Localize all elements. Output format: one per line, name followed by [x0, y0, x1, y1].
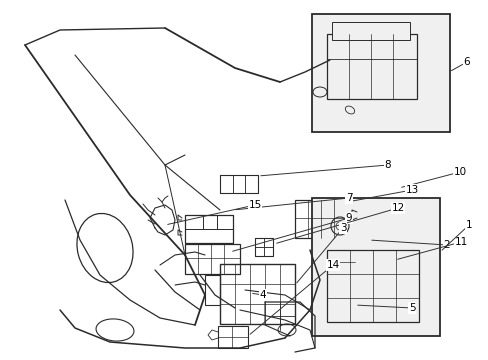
- Bar: [294, 200, 346, 238]
- Bar: [184, 215, 203, 229]
- Bar: [254, 238, 272, 256]
- Text: 6: 6: [463, 57, 469, 67]
- Bar: [337, 254, 354, 270]
- Text: 13: 13: [405, 185, 418, 195]
- Bar: [220, 175, 232, 193]
- Text: 7: 7: [345, 193, 351, 203]
- Text: 5: 5: [408, 303, 414, 313]
- Bar: [184, 244, 240, 274]
- Bar: [184, 215, 232, 243]
- Text: 4: 4: [259, 290, 266, 300]
- Text: 14: 14: [325, 260, 339, 270]
- Text: 8: 8: [384, 160, 390, 170]
- Bar: [357, 208, 399, 243]
- Text: 10: 10: [452, 167, 466, 177]
- Text: 3: 3: [339, 223, 346, 233]
- Text: 2: 2: [443, 240, 449, 250]
- Bar: [354, 264, 394, 278]
- Bar: [357, 208, 377, 224]
- Bar: [311, 198, 439, 336]
- Bar: [264, 247, 272, 256]
- Bar: [217, 215, 232, 229]
- Bar: [244, 175, 258, 193]
- Bar: [326, 34, 416, 99]
- Bar: [220, 264, 294, 324]
- Text: 9: 9: [345, 213, 351, 223]
- Bar: [264, 238, 272, 247]
- Bar: [232, 175, 244, 193]
- Bar: [326, 250, 418, 322]
- Bar: [203, 215, 217, 229]
- Bar: [377, 208, 399, 224]
- Bar: [184, 229, 232, 243]
- Bar: [254, 238, 264, 247]
- Bar: [204, 275, 220, 305]
- Text: 12: 12: [390, 203, 404, 213]
- Bar: [331, 22, 409, 40]
- Bar: [220, 175, 258, 193]
- Bar: [366, 250, 380, 278]
- Text: 15: 15: [248, 200, 261, 210]
- Bar: [218, 326, 247, 348]
- Bar: [254, 247, 264, 256]
- Bar: [311, 14, 449, 132]
- Text: 1: 1: [465, 220, 471, 230]
- Text: 11: 11: [453, 237, 467, 247]
- Bar: [357, 224, 399, 243]
- Bar: [354, 250, 394, 278]
- Bar: [354, 250, 394, 264]
